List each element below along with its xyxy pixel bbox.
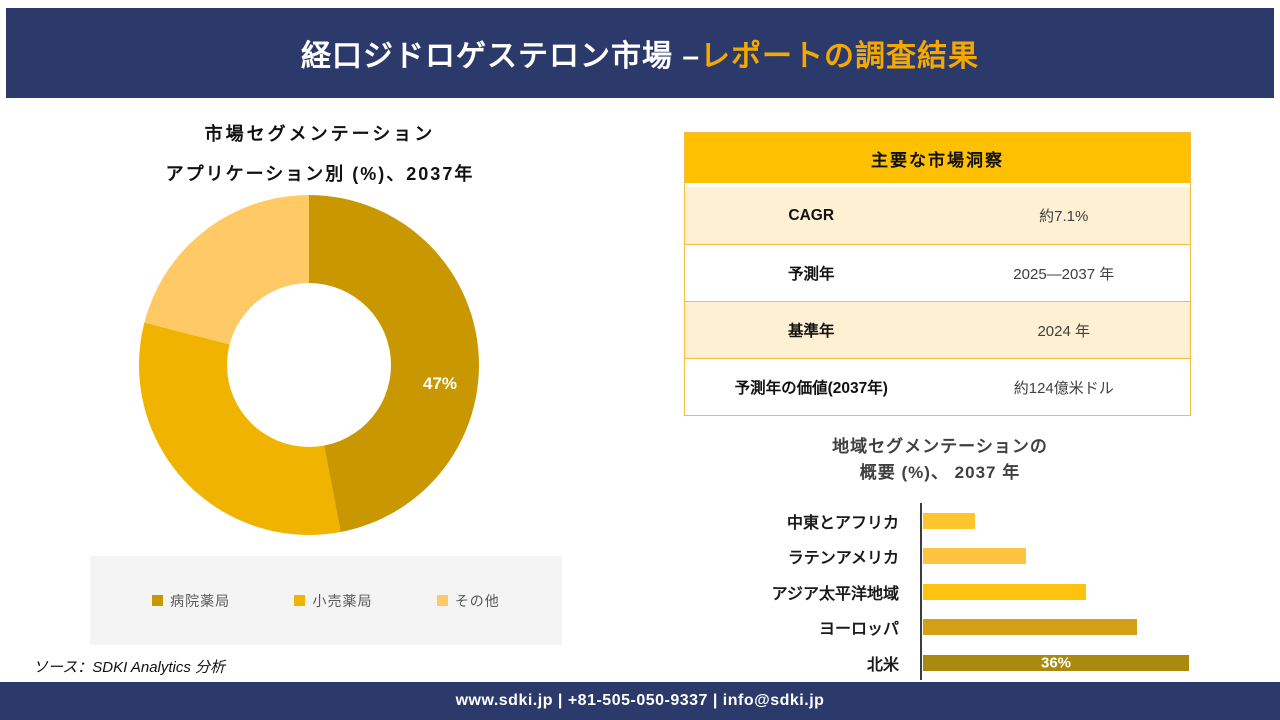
table-row-label: 予測年の価値(2037年) <box>734 380 888 397</box>
table-row: 基準年 2024 年 <box>685 301 1190 358</box>
donut-title-line2: アプリケーション別 (%)、2037年 <box>165 164 475 184</box>
bar-category-label: アジア太平洋地域 <box>771 585 899 603</box>
table-row-value: 2024 年 <box>1037 322 1091 340</box>
donut-title-line1: 市場セグメンテーション <box>204 124 436 144</box>
donut-data-label: 47% <box>422 374 458 393</box>
table-header: 主要な市場洞察 <box>685 133 1190 187</box>
legend-swatch <box>294 595 306 606</box>
table-row-label: 予測年 <box>787 266 835 283</box>
table-row-label: 基準年 <box>787 323 835 340</box>
donut-legend: 病院薬局 小売薬局 その他 <box>90 556 562 645</box>
legend-swatch <box>152 595 164 606</box>
legend-item: その他 <box>436 591 500 611</box>
bar-category-label: ヨーロッパ <box>818 621 899 639</box>
market-insights-table: 主要な市場洞察 CAGR 約7.1% 予測年 2025—2037 年基準年 2024 年… <box>684 132 1191 416</box>
bar <box>923 583 1086 600</box>
bar-chart: 中東とアフリカ ラテンアメリカアジア太平洋地域ヨーロッパ北米 36% <box>690 503 1200 681</box>
page-title-main: 経口ジドロゲステロン市場 – <box>300 40 701 73</box>
page-title-accent: レポートの調査結果 <box>700 40 980 73</box>
bar-title-line2: 概要 (%)、 2037 年 <box>859 463 1021 482</box>
bar-row: アジア太平洋地域 <box>690 574 1200 610</box>
page-title: 経口ジドロゲステロン市場 –レポートの調査結果 <box>301 31 979 75</box>
table-row: 予測年 2025—2037 年 <box>685 244 1190 301</box>
bar-title-line1: 地域セグメンテーションの <box>832 437 1048 456</box>
donut-chart: 47% <box>139 195 479 535</box>
table-row-label: CAGR <box>788 206 835 224</box>
footer-bar: www.sdki.jp | +81-505-050-9337 | info@sd… <box>0 682 1280 720</box>
footer-contact-text: www.sdki.jp | +81-505-050-9337 | info@sd… <box>455 692 825 709</box>
bar-chart-axis-line <box>920 503 922 680</box>
bar-row: ラテンアメリカ <box>690 539 1200 575</box>
legend-label: 病院薬局 <box>170 592 231 609</box>
bar-row: 北米 36% <box>690 645 1200 681</box>
bar <box>923 512 975 529</box>
bar-data-label: 36% <box>1040 654 1072 672</box>
donut-chart-title: 市場セグメンテーション アプリケーション別 (%)、2037年 <box>60 120 580 186</box>
header-banner: 経口ジドロゲステロン市場 –レポートの調査結果 <box>6 8 1274 98</box>
bar-row: 中東とアフリカ <box>690 503 1200 539</box>
table-row: CAGR 約7.1% <box>685 187 1190 244</box>
table-row: 予測年の価値(2037年) 約124億米ドル <box>685 358 1190 415</box>
bar-category-label: 中東とアフリカ <box>786 514 899 532</box>
bar <box>923 619 1137 636</box>
table-row-value: 約7.1% <box>1039 208 1089 225</box>
table-body: CAGR 約7.1% 予測年 2025—2037 年基準年 2024 年予測年の価値(2… <box>685 187 1190 415</box>
bar: 36% <box>923 654 1189 672</box>
bar-chart-title: 地域セグメンテーションの 概要 (%)、 2037 年 <box>690 434 1190 486</box>
legend-label: 小売薬局 <box>312 592 373 609</box>
legend-label: その他 <box>454 592 500 609</box>
legend-item: 小売薬局 <box>294 591 372 611</box>
bar-category-label: 北米 <box>866 656 899 674</box>
table-row-value: 2025—2037 年 <box>1013 265 1115 283</box>
table-row-value: 約124億米ドル <box>1013 379 1114 397</box>
bar-category-label: ラテンアメリカ <box>787 550 899 568</box>
source-note: ソース：SDKI Analytics 分析 <box>33 659 226 676</box>
bar-row: ヨーロッパ <box>690 610 1200 646</box>
bar <box>923 548 1026 565</box>
legend-item: 病院薬局 <box>152 591 230 611</box>
legend-swatch <box>436 595 448 606</box>
